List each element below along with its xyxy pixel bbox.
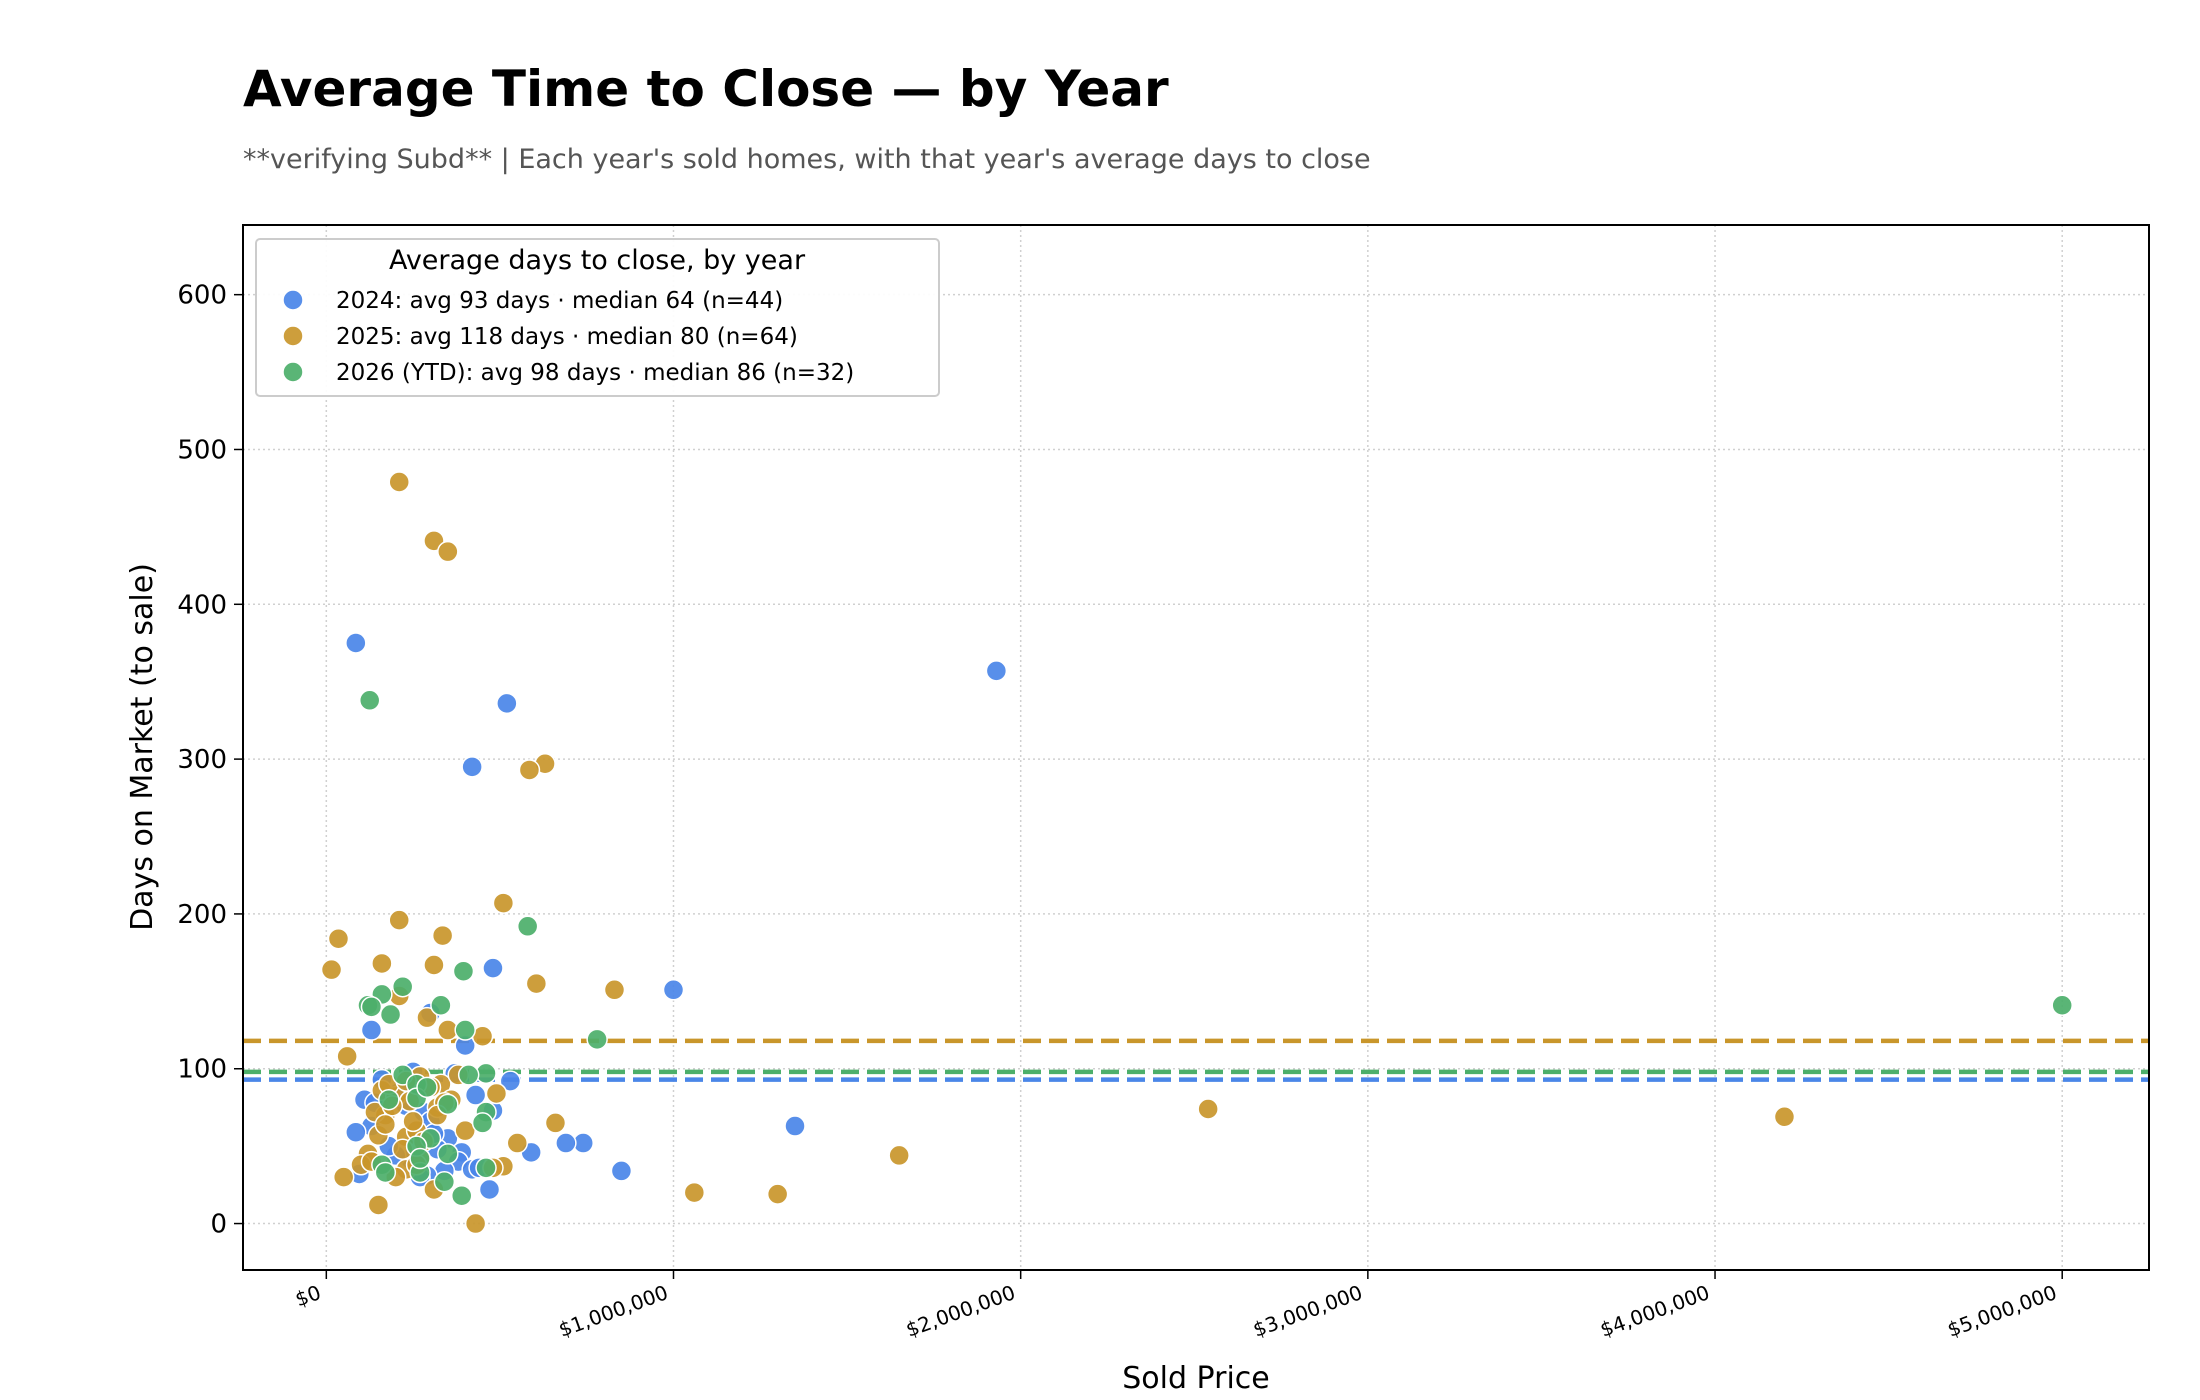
data-point	[388, 471, 410, 493]
data-point	[437, 1143, 459, 1165]
data-point	[506, 1132, 529, 1154]
legend-marker	[282, 289, 304, 311]
legend-marker	[282, 325, 304, 347]
y-tick-label: 400	[177, 590, 227, 620]
data-point	[332, 1166, 355, 1188]
data-points	[320, 471, 2073, 1235]
data-point	[662, 979, 685, 1001]
data-point	[336, 1045, 358, 1068]
data-point	[423, 954, 445, 976]
legend-entries: 2024: avg 93 days · median 64 (n=44) 2025…	[282, 288, 854, 386]
series-2-points	[320, 471, 1796, 1235]
chart-subtitle: **verifying Subd** | Each year's sold ho…	[243, 144, 1371, 175]
data-point	[378, 1088, 400, 1111]
data-point	[1773, 1105, 1796, 1128]
legend-title: Average days to close, by year	[389, 245, 806, 276]
legend-label: 2026 (YTD): avg 98 days · median 86 (n=3…	[336, 360, 854, 386]
data-point	[450, 1184, 473, 1207]
y-tick-label: 300	[177, 745, 227, 775]
data-point	[374, 1161, 397, 1184]
data-point	[555, 1132, 577, 1154]
data-point	[485, 1082, 508, 1105]
data-point	[603, 979, 626, 1001]
x-tick-label: $0	[292, 1280, 324, 1311]
x-axis-label: Sold Price	[1122, 1361, 1270, 1396]
data-point	[433, 1171, 456, 1193]
x-tick-label: $2,000,000	[903, 1280, 1019, 1342]
data-point	[888, 1144, 910, 1167]
data-point	[610, 1160, 633, 1182]
data-point	[478, 1178, 501, 1201]
data-point	[471, 1112, 494, 1134]
data-point	[360, 1019, 383, 1041]
data-point	[2051, 994, 2073, 1017]
data-point	[402, 1110, 424, 1133]
data-point	[464, 1084, 487, 1106]
data-point	[437, 540, 459, 563]
data-point	[461, 756, 483, 778]
legend-label: 2025: avg 118 days · median 80 (n=64)	[336, 324, 798, 350]
average-lines	[243, 1038, 2149, 1082]
data-point	[391, 975, 414, 998]
data-point	[452, 960, 475, 982]
data-point	[784, 1115, 806, 1137]
y-tick-label: 500	[177, 435, 227, 465]
data-point	[454, 1019, 476, 1041]
data-point	[586, 1028, 608, 1051]
data-point	[1197, 1098, 1219, 1120]
data-point	[766, 1183, 789, 1205]
y-axis-label: Days on Market (to sale)	[125, 563, 160, 931]
x-tick-label: $5,000,000	[1944, 1280, 2060, 1342]
data-point	[985, 660, 1008, 682]
data-point	[496, 692, 518, 715]
x-tick-label: $4,000,000	[1597, 1280, 1713, 1342]
data-point	[358, 689, 381, 712]
data-point	[525, 972, 548, 995]
data-point	[360, 996, 383, 1018]
data-point	[388, 909, 410, 931]
legend-box	[255, 238, 940, 397]
data-point	[437, 1093, 459, 1116]
y-tick-label: 600	[177, 281, 227, 311]
grid	[243, 225, 2149, 1270]
data-point	[430, 994, 452, 1017]
legend-label: 2024: avg 93 days · median 64 (n=44)	[336, 288, 783, 314]
legend: Average days to close, by year 2024: avg…	[255, 238, 940, 397]
y-tick-label: 0	[210, 1210, 227, 1240]
data-point	[431, 924, 454, 947]
data-point	[499, 1070, 522, 1092]
data-point	[371, 952, 393, 975]
data-point	[482, 957, 504, 979]
y-axis: 0 100 200 300 400 500 600	[177, 281, 243, 1240]
data-point	[345, 1121, 367, 1143]
data-point	[416, 1006, 438, 1029]
y-tick-label: 100	[177, 1055, 227, 1085]
data-point	[457, 1064, 480, 1086]
data-point	[518, 759, 541, 781]
data-point	[475, 1157, 497, 1179]
data-point	[492, 892, 515, 914]
data-point	[409, 1147, 431, 1170]
data-point	[320, 958, 343, 981]
data-point	[683, 1181, 706, 1204]
data-point	[367, 1194, 390, 1216]
data-point	[516, 915, 539, 938]
x-tick-label: $3,000,000	[1250, 1280, 1366, 1342]
data-point	[327, 927, 350, 950]
data-point	[379, 1003, 402, 1026]
series-3-points	[357, 689, 2073, 1207]
x-axis: $0 $1,000,000 $2,000,000 $3,000,000 $4,000,0…	[292, 1270, 2063, 1342]
data-point	[345, 632, 367, 654]
data-point	[416, 1076, 438, 1099]
legend-marker	[282, 361, 304, 383]
data-point	[464, 1212, 487, 1235]
chart-title: Average Time to Close — by Year	[243, 60, 1169, 118]
y-tick-label: 200	[177, 900, 227, 930]
data-point	[374, 1113, 397, 1136]
x-tick-label: $1,000,000	[555, 1280, 671, 1342]
plot-frame	[242, 224, 2150, 1271]
data-point	[544, 1112, 567, 1134]
